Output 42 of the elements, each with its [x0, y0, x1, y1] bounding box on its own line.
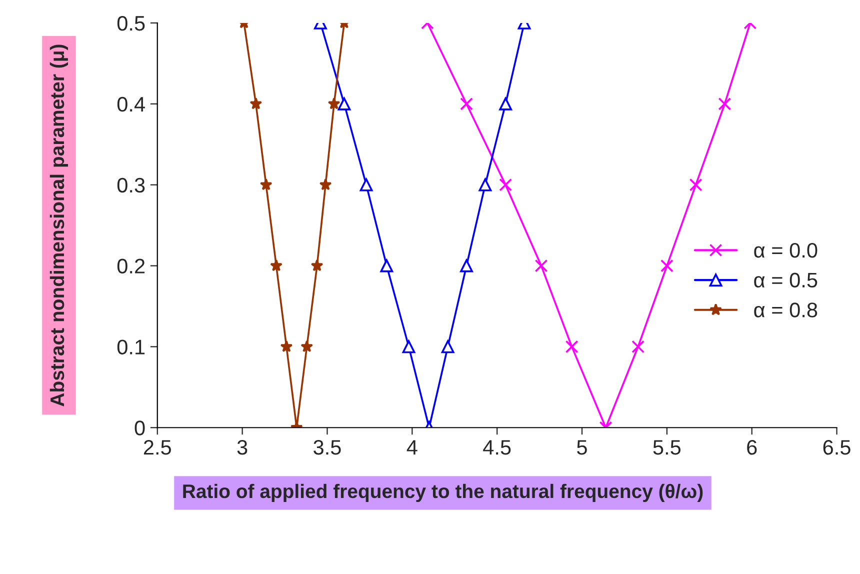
- x-tick-label: 2.5: [144, 440, 171, 455]
- point: [441, 340, 454, 354]
- point: [338, 97, 351, 110]
- x-tick-label: 4: [406, 440, 418, 455]
- y-tick-label: 0.4: [117, 96, 145, 112]
- point: [660, 259, 674, 272]
- point: [565, 340, 578, 354]
- y-tick-label: 0: [134, 420, 145, 436]
- x-tick-label: 6: [747, 440, 757, 455]
- point: [319, 178, 332, 190]
- y-axis-title: Abstract nondimensional parameter (μ): [50, 44, 68, 406]
- point: [718, 97, 732, 110]
- point: [402, 340, 416, 354]
- x-axis-title: Ratio of applied frequency to the natural frequency (θ/ω): [183, 484, 703, 502]
- x-tick-label: 4.5: [483, 440, 511, 455]
- point: [260, 178, 272, 190]
- point: [534, 259, 548, 272]
- x-tick-label: 5.5: [653, 440, 681, 455]
- y-tick-label: 0.1: [117, 340, 145, 354]
- x-tick-label: 5: [577, 440, 587, 455]
- point: [300, 340, 314, 352]
- y-tick-label: 0.2: [117, 258, 145, 274]
- legend-label: α = 0.5: [754, 272, 818, 288]
- x-tick-label: 6.5: [823, 440, 850, 455]
- legend-label: α = 0.0: [754, 242, 818, 258]
- y-tick-label: 0.3: [117, 178, 145, 193]
- point: [460, 259, 473, 272]
- point: [380, 259, 394, 272]
- x-tick-label: 3.5: [314, 440, 341, 455]
- point: [270, 259, 282, 272]
- point: [360, 178, 373, 192]
- point: [499, 97, 512, 110]
- y-tick-label: 0.5: [117, 16, 145, 31]
- point: [460, 97, 473, 110]
- point: [499, 178, 512, 192]
- point: [632, 340, 645, 354]
- point: [478, 178, 492, 192]
- point: [689, 178, 702, 192]
- point: [310, 259, 324, 272]
- point: [280, 340, 293, 352]
- legend-label: α = 0.8: [754, 302, 818, 318]
- x-tick-label: 3: [237, 440, 248, 455]
